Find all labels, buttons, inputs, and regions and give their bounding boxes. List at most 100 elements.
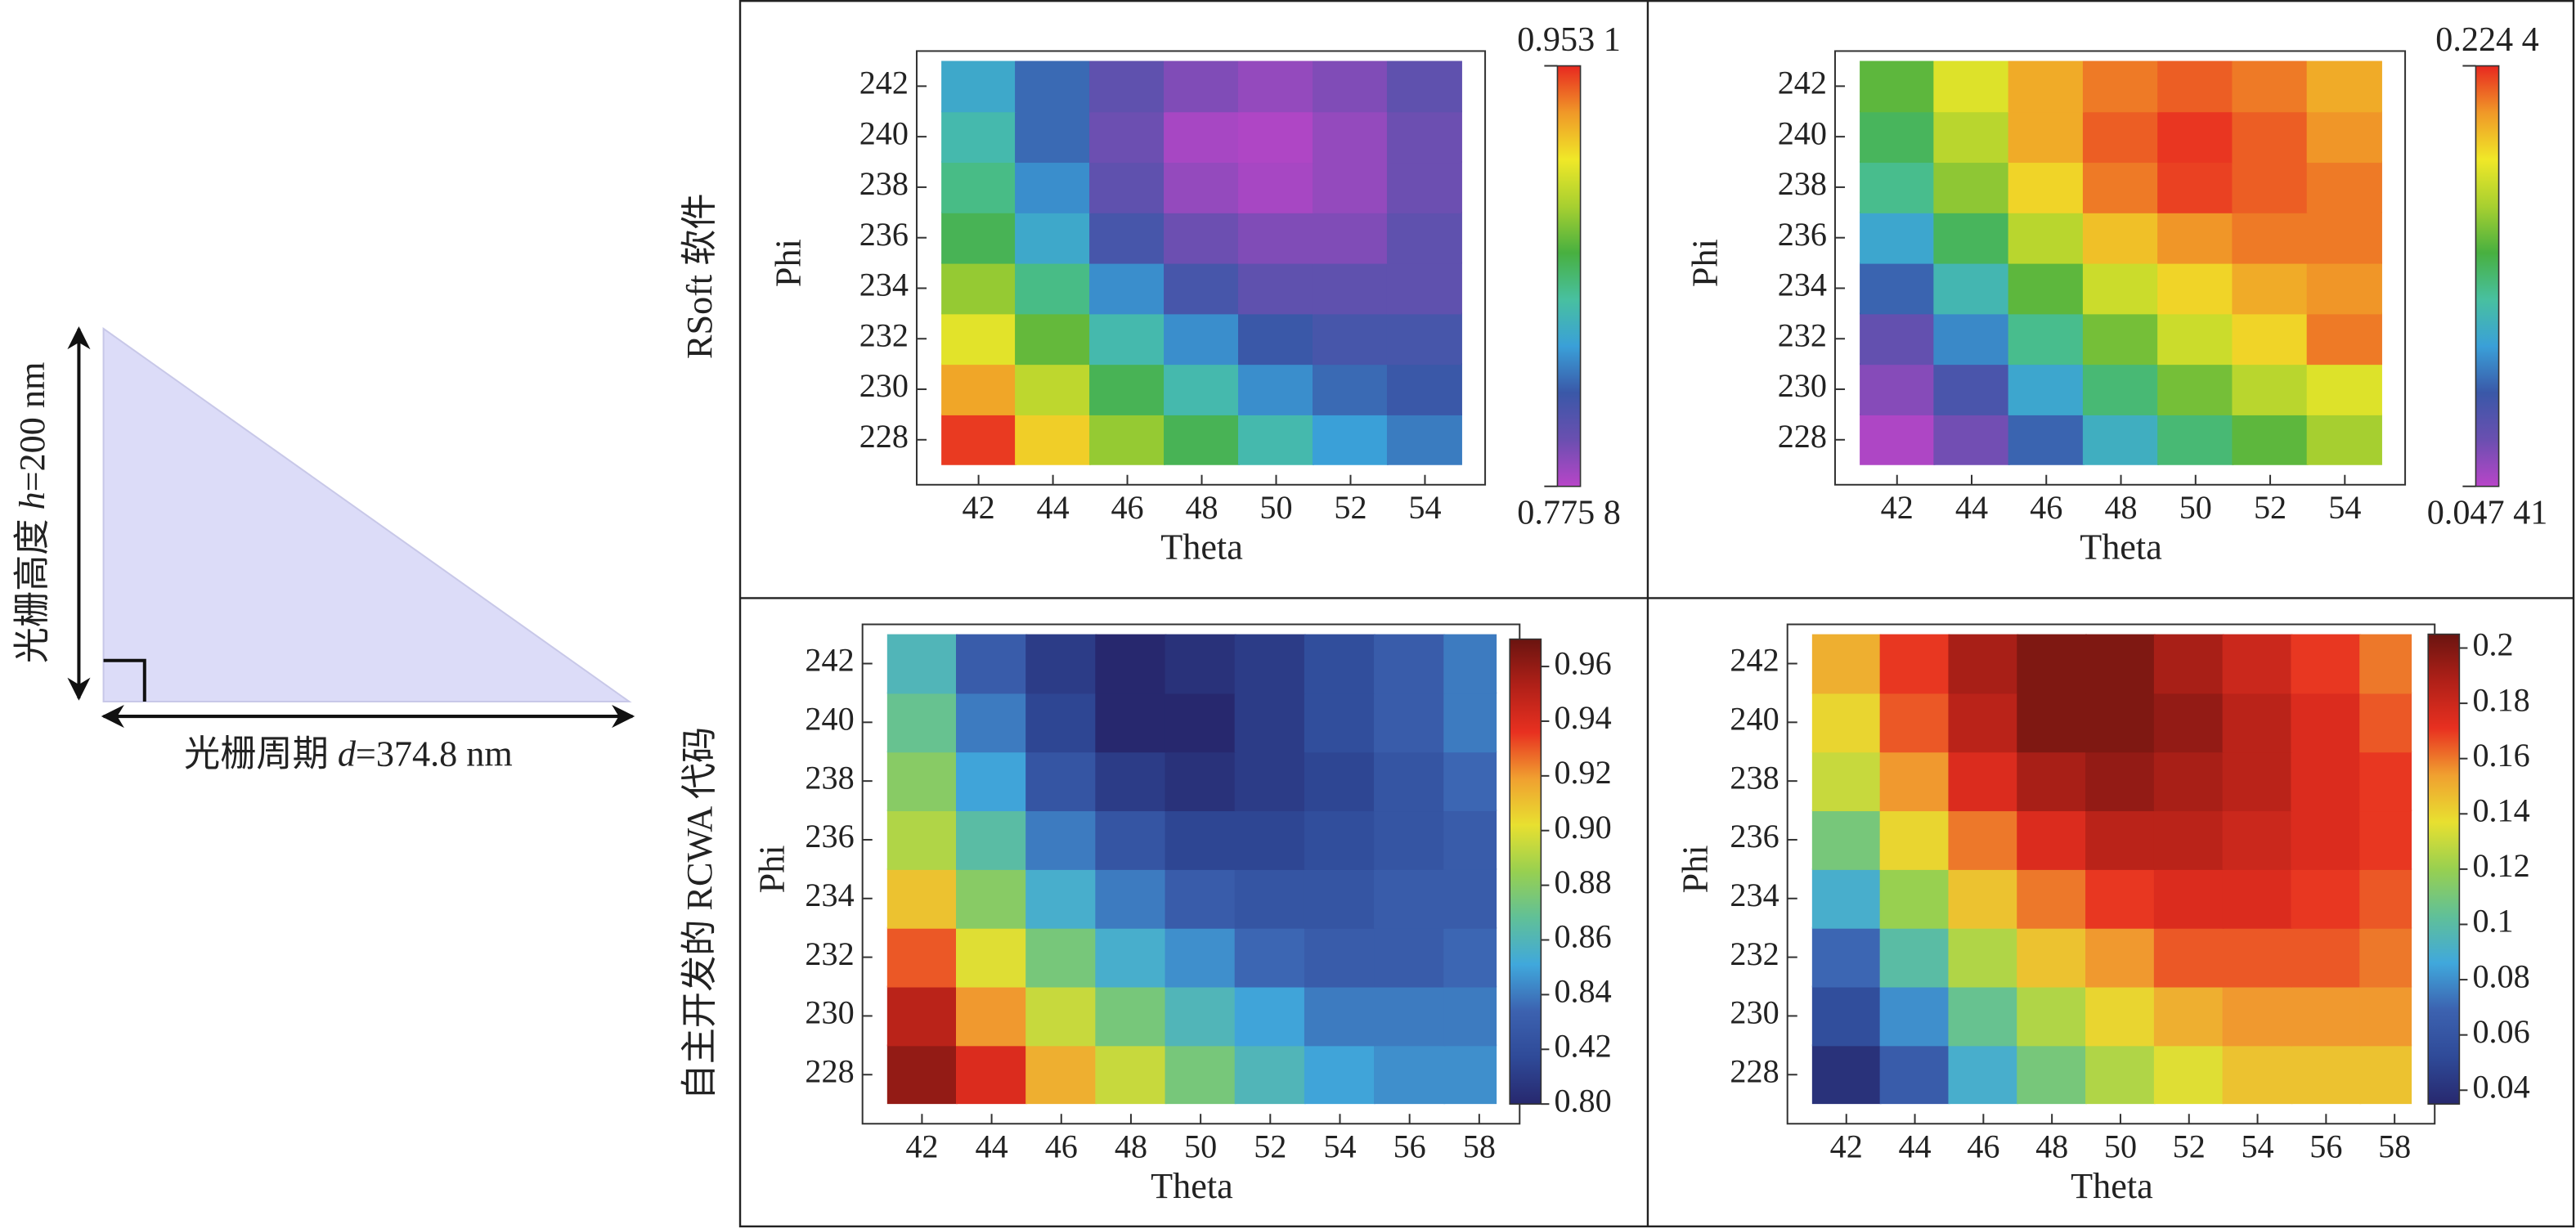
heatmap-cell [2359, 1044, 2412, 1105]
heatmap-cell [1089, 312, 1166, 366]
heatmap-cell [2157, 262, 2234, 315]
heatmap-cell [1933, 262, 2010, 315]
heatmap-cell [2306, 161, 2382, 213]
y-tick-label: 242 [859, 65, 909, 101]
y-tick-label: 228 [859, 418, 909, 455]
colorbar-tick-label: 0.953 1 [1517, 20, 1621, 59]
colorbar [2427, 633, 2461, 1105]
x-tick-label: 44 [976, 1128, 1008, 1165]
heatmap-cell [1374, 692, 1446, 753]
heatmap-cell [2008, 211, 2085, 264]
heatmap-cell [1095, 810, 1167, 870]
heatmap-cell [941, 413, 1017, 465]
y-tick-label: 228 [805, 1052, 854, 1089]
heatmap-cell [1386, 61, 1462, 113]
heatmap-cell [1164, 312, 1241, 366]
heatmap-cell [1386, 312, 1462, 366]
colorbar-tick-label: 0.90 [1554, 809, 1611, 845]
heatmap-cell [1164, 413, 1241, 465]
heatmap-cell [2082, 312, 2160, 366]
heatmap-cell [2082, 110, 2160, 164]
heatmap-cell [1860, 61, 1936, 113]
x-tick-label: 42 [1830, 1128, 1863, 1165]
heatmap-cell [1238, 61, 1314, 113]
heatmap-cell [955, 810, 1028, 870]
heatmap-cell [2157, 110, 2234, 164]
heatmap-cell [2222, 751, 2293, 812]
heatmap-cell [1165, 692, 1236, 753]
heatmap-cell [2008, 161, 2085, 213]
heatmap-cell [1304, 634, 1376, 694]
heatmap-cell [1165, 985, 1236, 1047]
heatmap-cell [2291, 810, 2362, 870]
heatmap-cell [1234, 810, 1306, 870]
heatmap-cell [1095, 1044, 1167, 1105]
heatmap-cell [1443, 634, 1497, 694]
heatmap-cell [1386, 363, 1462, 415]
heatmap-cell [2306, 363, 2382, 415]
heatmap-cell [2222, 926, 2293, 988]
heatmap-cell [941, 161, 1017, 213]
heatmap-cell [1374, 810, 1446, 870]
y-tick-label: 232 [1730, 935, 1779, 972]
heatmap-cell [2153, 985, 2224, 1047]
heatmap-cell [1811, 751, 1882, 812]
y-tick-label: 234 [859, 267, 909, 303]
heatmap-cell [1304, 692, 1376, 753]
x-tick-label: 48 [1185, 489, 1218, 526]
heatmap-cell [2082, 363, 2160, 415]
heatmap-cell [2017, 926, 2088, 988]
heatmap-cell [2082, 413, 2160, 465]
y-tick-label: 228 [1730, 1052, 1779, 1089]
y-tick-label: 234 [1778, 267, 1827, 303]
heatmap-cell [2222, 1044, 2293, 1105]
panel-border [738, 0, 2575, 1228]
colorbar-tick-label: 0.18 [2472, 681, 2529, 718]
heatmap-cell [2359, 985, 2412, 1047]
grating-triangle [102, 327, 632, 702]
heatmap-cell [1948, 810, 2019, 870]
heatmap-cell [2291, 985, 2362, 1047]
heatmap-cell [1015, 161, 1092, 213]
heatmap-cell [1386, 413, 1462, 465]
y-tick-label: 242 [1778, 65, 1827, 101]
x-tick-label: 46 [1967, 1128, 1999, 1165]
heatmap-cell [1933, 161, 2010, 213]
y-tick-label: 234 [805, 877, 854, 913]
heatmap-cell [1879, 751, 1950, 812]
heatmap-cell [1933, 211, 2010, 264]
heatmap-cell [2232, 413, 2309, 465]
heatmap-cell [2359, 868, 2412, 929]
heatmap-cell [2222, 692, 2293, 753]
heatmap-cell [955, 1044, 1028, 1105]
heatmap-cell [1811, 692, 1882, 753]
heatmap-cell [1234, 634, 1306, 694]
heatmap-cell [1312, 211, 1389, 264]
heatmap-cell [1443, 868, 1497, 929]
height-label-prefix: 光栅高度 [12, 509, 52, 663]
colorbar-tick-label: 0.80 [1554, 1082, 1611, 1119]
heatmap-cell [2085, 985, 2156, 1047]
heatmap-cell [1374, 868, 1446, 929]
heatmap-cell [1933, 312, 2010, 366]
heatmap-cell [2153, 926, 2224, 988]
y-axis-label: Phi [752, 845, 792, 893]
heatmap-cell [2085, 692, 2156, 753]
colorbar [1509, 638, 1542, 1105]
heatmap-cell [2017, 751, 2088, 812]
heatmap-cell [2157, 413, 2234, 465]
heatmap-cell [1165, 868, 1236, 929]
heatmap-cell [1304, 1044, 1376, 1105]
heatmap-cell [2085, 868, 2156, 929]
heatmap-cell [1860, 363, 1936, 415]
heatmap-cell [2085, 751, 2156, 812]
y-tick-label: 236 [805, 818, 854, 854]
period-label-var: d [338, 733, 357, 774]
y-tick-label: 236 [859, 216, 909, 253]
x-tick-label: 44 [1898, 1128, 1931, 1165]
colorbar [2475, 65, 2500, 487]
heatmap-cell [1443, 1044, 1497, 1105]
heatmap-cell [2017, 1044, 2088, 1105]
heatmap-cell [2359, 751, 2412, 812]
